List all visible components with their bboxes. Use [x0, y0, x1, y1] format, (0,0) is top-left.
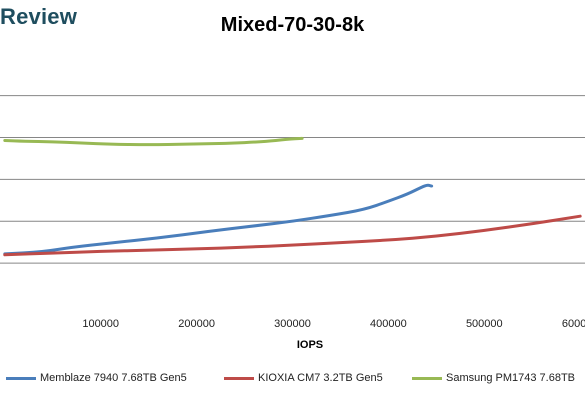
- gridlines: [0, 95, 585, 264]
- x-tick-label: 400000: [370, 318, 407, 330]
- legend-item-memblaze: Memblaze 7940 7.68TB Gen5: [6, 372, 187, 384]
- series-line-1: [3, 214, 582, 257]
- legend-swatch-samsung: [412, 376, 442, 380]
- watermark-logo: Review: [0, 4, 78, 29]
- series-lines: [3, 136, 582, 257]
- x-tick-label: 200000: [178, 318, 215, 330]
- x-tick-label: 300000: [274, 318, 311, 330]
- chart-title: Mixed-70-30-8k: [220, 14, 365, 36]
- series-line-0: [3, 183, 434, 256]
- legend-swatch-kioxia: [224, 376, 254, 380]
- legend-label-memblaze: Memblaze 7940 7.68TB Gen5: [40, 372, 187, 384]
- legend-label-kioxia: KIOXIA CM7 3.2TB Gen5: [258, 372, 383, 384]
- x-tick-label: 600000: [562, 318, 585, 330]
- legend-item-samsung: Samsung PM1743 7.68TB: [412, 372, 575, 384]
- series-line-2: [3, 136, 304, 147]
- legend-swatch-memblaze: [6, 376, 36, 380]
- x-tick-labels: 100000 200000 300000 400000 500000 600000: [82, 318, 585, 330]
- x-tick-label: 500000: [466, 318, 503, 330]
- legend-item-kioxia: KIOXIA CM7 3.2TB Gen5: [224, 372, 383, 384]
- x-axis-title: IOPS: [297, 339, 323, 351]
- legend-label-samsung: Samsung PM1743 7.68TB: [446, 372, 576, 384]
- x-tick-label: 100000: [82, 318, 119, 330]
- legend: Memblaze 7940 7.68TB Gen5 KIOXIA CM7 3.2…: [0, 372, 585, 390]
